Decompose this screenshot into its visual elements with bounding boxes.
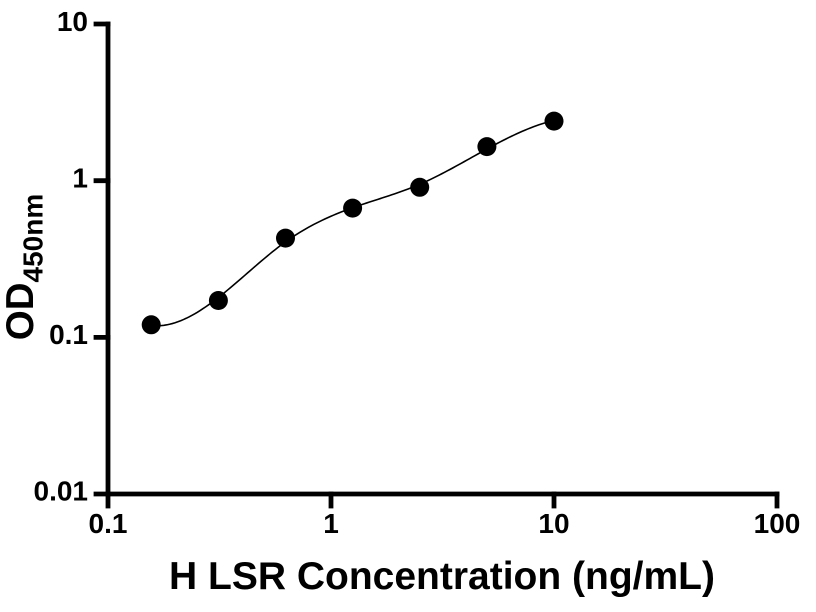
svg-text:0.01: 0.01	[34, 476, 89, 507]
svg-text:H LSR Concentration (ng/mL): H LSR Concentration (ng/mL)	[169, 555, 715, 598]
svg-text:1: 1	[72, 163, 88, 194]
svg-text:0.1: 0.1	[49, 319, 88, 350]
svg-text:10: 10	[538, 508, 569, 539]
svg-text:1: 1	[323, 508, 339, 539]
svg-text:OD450nm: OD450nm	[0, 194, 49, 340]
svg-text:10: 10	[57, 6, 88, 37]
svg-text:0.1: 0.1	[89, 508, 128, 539]
svg-text:100: 100	[754, 508, 801, 539]
